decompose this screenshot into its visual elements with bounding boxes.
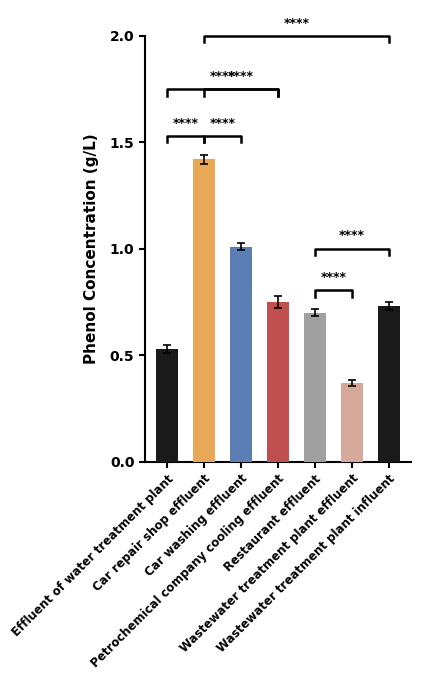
Bar (341, 383, 363, 462)
Y-axis label: Phenol Concentration (g/L): Phenol Concentration (g/L) (83, 134, 98, 364)
Bar (378, 306, 400, 462)
Text: ****: **** (173, 116, 199, 129)
Bar (304, 312, 326, 462)
Text: ****: **** (210, 70, 236, 83)
Text: ****: **** (210, 116, 236, 129)
Text: ****: **** (339, 229, 365, 242)
Text: ****: **** (283, 16, 309, 29)
Text: ****: **** (228, 70, 254, 83)
Text: ****: **** (320, 271, 346, 284)
Bar (156, 349, 178, 462)
Bar (267, 302, 289, 462)
Bar (230, 247, 252, 462)
Bar (193, 160, 215, 462)
